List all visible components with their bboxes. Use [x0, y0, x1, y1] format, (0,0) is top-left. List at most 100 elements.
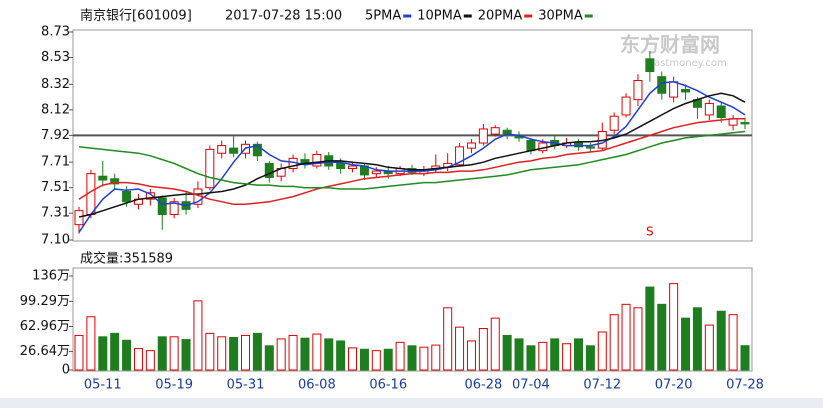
candle-body [336, 162, 346, 170]
volume-bar [502, 334, 512, 371]
candle-body [74, 210, 84, 226]
signal-annotation: S [646, 225, 654, 239]
volume-bar [538, 341, 548, 371]
y-tick-label: 8.12 [41, 102, 70, 117]
volume-bar [74, 334, 84, 371]
volume-bar [574, 338, 583, 371]
volume-bar [169, 336, 179, 371]
y-tick-label: 99.29万 [20, 294, 70, 309]
volume-bar [157, 336, 167, 371]
volume-bar [371, 350, 381, 371]
x-tick-label: 06-08 [298, 378, 336, 393]
x-tick-label: 06-16 [369, 378, 407, 393]
volume-bar [692, 307, 702, 371]
y-tick-label: 7.51 [41, 180, 70, 195]
y-tick-label: 136万 [32, 269, 70, 284]
candle-body [526, 139, 536, 152]
volume-bar [431, 344, 441, 371]
candle-body [478, 128, 488, 144]
volume-bar [241, 334, 250, 371]
y-tick-label: 7.10 [41, 233, 70, 248]
candle-body [169, 201, 179, 215]
volume-bar [526, 345, 536, 371]
volume-bar [217, 336, 227, 371]
candle-body [122, 191, 132, 203]
x-tick-label: 05-31 [227, 378, 265, 393]
y-tick-label: 7.31 [41, 206, 70, 221]
volume-bar [86, 316, 96, 371]
candle-body [217, 145, 227, 154]
volume-bar [264, 345, 274, 371]
chart-subtitle: 2017-07-28 15:00 [225, 9, 342, 24]
ma-line [78, 118, 745, 206]
ma-line [78, 81, 746, 233]
candle-body [621, 96, 631, 116]
volume-bar [407, 345, 417, 371]
candle-body [455, 146, 465, 166]
volume-frame [72, 267, 753, 372]
volume-bar [657, 303, 667, 371]
volume-bar [229, 337, 239, 371]
volume-bar [324, 338, 334, 371]
volume-bar [455, 326, 465, 371]
volume-bar [383, 348, 393, 371]
ma-line [78, 130, 746, 190]
legend-label: 20PMA [478, 9, 523, 24]
x-tick-label: 05-19 [155, 378, 193, 393]
volume-bar [443, 307, 453, 371]
volume-bar [681, 317, 691, 371]
ma-line [78, 92, 746, 218]
legend-label: 30PMA [538, 9, 583, 24]
volume-bar [312, 333, 322, 371]
volume-bar [490, 317, 500, 371]
candle-body [205, 148, 215, 189]
volume-bar [288, 334, 298, 371]
volume-bar [252, 332, 262, 371]
volume-bar [597, 331, 607, 371]
candle-body [348, 165, 358, 170]
volume-bar [609, 314, 619, 371]
volume-bar [336, 340, 346, 371]
volume-bar [193, 300, 203, 371]
footer-strip [0, 398, 823, 408]
volume-bar [645, 286, 655, 371]
volume-bar [514, 338, 524, 371]
volume-bar [466, 340, 476, 371]
volume-bar [621, 303, 631, 371]
volume-bar [716, 310, 726, 371]
volume-bar [419, 346, 429, 371]
y-tick-label: 26.64万 [20, 344, 70, 359]
volume-bar [740, 345, 750, 371]
volume-bar [704, 324, 714, 371]
candle-body [609, 115, 619, 131]
candle-body [264, 162, 274, 178]
candle-body [669, 81, 679, 98]
volume-bar [145, 350, 155, 371]
y-tick-label: 7.71 [41, 155, 70, 170]
candle-body [681, 88, 691, 93]
y-tick-label: 8.73 [41, 25, 70, 40]
chart-title: 南京银行[601009] [80, 8, 192, 24]
volume-bar [585, 345, 595, 371]
volume-bar [181, 339, 191, 371]
candle-body [229, 147, 239, 154]
volume-bar [550, 338, 560, 371]
x-tick-label: 07-28 [726, 378, 764, 393]
y-tick-label: 7.92 [41, 128, 70, 143]
candle-body [110, 178, 120, 185]
x-tick-label: 05-11 [84, 378, 122, 393]
volume-bar [122, 339, 132, 371]
candle-body [704, 102, 714, 116]
candle-body [633, 79, 643, 101]
legend-label: 10PMA [417, 9, 462, 24]
watermark: 东方财富网 [620, 33, 720, 57]
x-tick-label: 07-20 [655, 378, 693, 393]
volume-bar [276, 338, 286, 371]
candle-body [98, 175, 108, 181]
volume-bar [728, 314, 738, 371]
candle-body [371, 170, 381, 175]
volume-bar [478, 328, 488, 371]
y-tick-label: 8.53 [41, 50, 70, 65]
candle-body [157, 197, 167, 215]
